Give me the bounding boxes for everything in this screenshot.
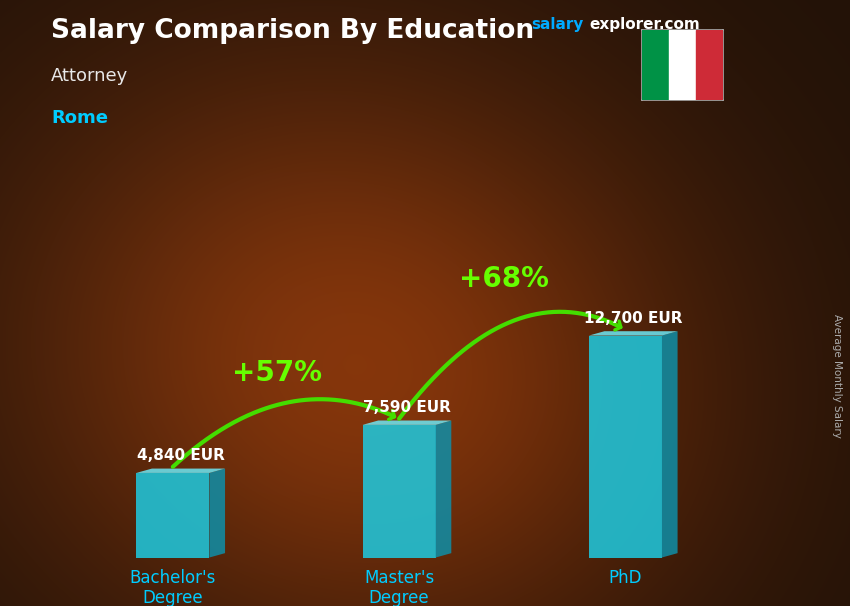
Text: 4,840 EUR: 4,840 EUR	[137, 448, 224, 464]
Text: explorer.com: explorer.com	[589, 17, 700, 32]
Bar	[695, 30, 722, 100]
Text: salary: salary	[531, 17, 584, 32]
Bar	[642, 30, 669, 100]
Text: +68%: +68%	[459, 265, 548, 293]
Text: Salary Comparison By Education: Salary Comparison By Education	[51, 18, 534, 44]
Polygon shape	[136, 468, 225, 473]
Text: +57%: +57%	[232, 359, 322, 387]
Polygon shape	[363, 425, 436, 558]
Text: Attorney: Attorney	[51, 67, 128, 85]
Polygon shape	[363, 421, 451, 425]
Text: 12,700 EUR: 12,700 EUR	[584, 311, 683, 326]
Polygon shape	[662, 331, 677, 558]
Polygon shape	[209, 468, 225, 558]
Text: Rome: Rome	[51, 109, 108, 127]
Polygon shape	[589, 331, 677, 336]
Polygon shape	[436, 421, 451, 558]
Polygon shape	[136, 473, 209, 558]
Bar	[669, 30, 695, 100]
Text: Average Monthly Salary: Average Monthly Salary	[832, 314, 842, 438]
Text: 7,590 EUR: 7,590 EUR	[363, 401, 450, 415]
Polygon shape	[589, 336, 662, 558]
